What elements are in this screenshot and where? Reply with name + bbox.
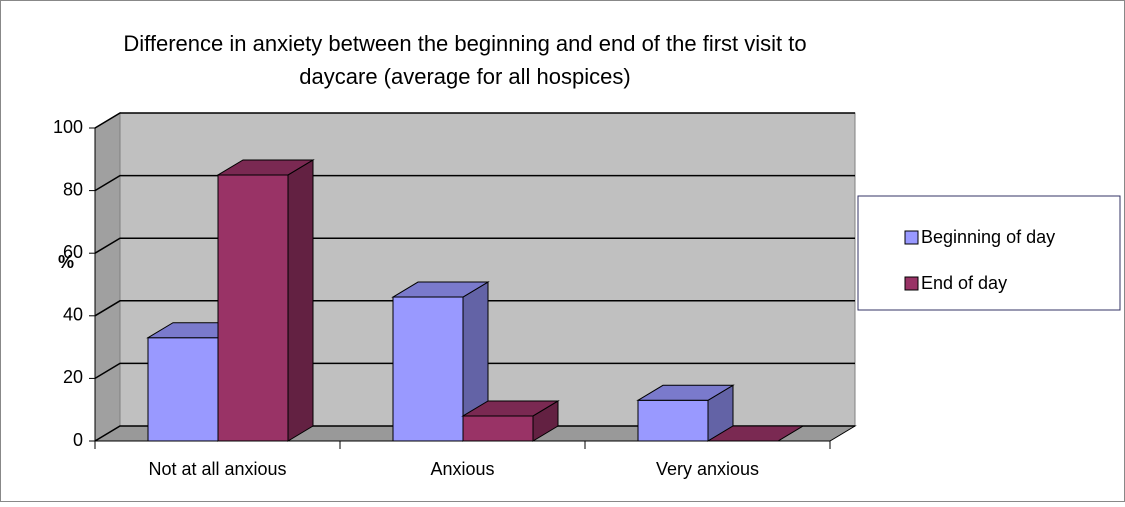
legend-swatch — [904, 230, 919, 245]
bar-top — [706, 425, 805, 442]
x-tick-label: Anxious — [430, 459, 494, 479]
grid-line — [94, 237, 855, 254]
x-tick-label: Very anxious — [656, 459, 759, 479]
bar-side — [287, 159, 314, 442]
chart-title: daycare (average for all hospices) — [299, 64, 630, 89]
bar — [147, 337, 219, 442]
y-tick-label: 60 — [63, 242, 83, 262]
y-axis-label: % — [58, 252, 74, 272]
legend — [857, 195, 1121, 311]
bar-top — [461, 400, 560, 417]
legend-label: Beginning of day — [921, 227, 1055, 247]
grid-line — [94, 174, 855, 192]
bar — [217, 174, 289, 442]
y-tick-label: 40 — [63, 305, 83, 325]
bar-top — [216, 159, 315, 176]
y-tick-label: 80 — [63, 179, 83, 199]
bar-top — [391, 281, 490, 298]
grid-line — [94, 300, 855, 317]
grid-line — [94, 112, 855, 129]
x-tick-label: Not at all anxious — [148, 459, 286, 479]
side-wall — [94, 112, 121, 442]
bar — [462, 415, 534, 442]
grid-line — [94, 425, 855, 442]
bar — [637, 399, 709, 442]
bar-top — [636, 384, 735, 401]
legend-label: End of day — [921, 273, 1007, 293]
y-tick-label: 100 — [53, 117, 83, 137]
bar — [392, 296, 464, 442]
chart-title: Difference in anxiety between the beginn… — [123, 31, 806, 56]
legend-swatch — [904, 276, 919, 291]
grid-line — [94, 362, 855, 380]
y-tick-label: 20 — [63, 367, 83, 387]
y-tick-label: 0 — [73, 430, 83, 450]
